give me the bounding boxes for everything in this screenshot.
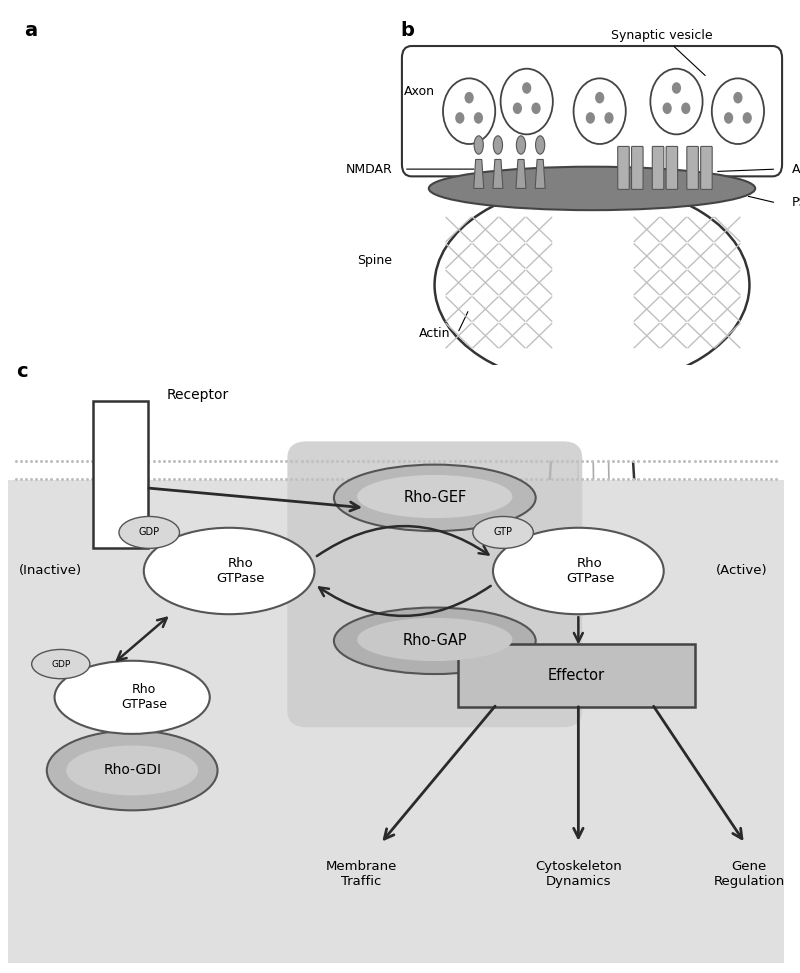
Text: AMPAR: AMPAR: [792, 162, 800, 175]
Circle shape: [681, 102, 690, 114]
Text: Rho-GDI: Rho-GDI: [103, 764, 161, 777]
Text: Dendrite: Dendrite: [458, 540, 512, 554]
Circle shape: [586, 112, 595, 124]
Text: GDP: GDP: [51, 660, 70, 668]
Circle shape: [595, 91, 604, 103]
Circle shape: [734, 91, 742, 103]
Circle shape: [742, 112, 752, 124]
FancyBboxPatch shape: [618, 146, 630, 190]
Text: 5 μm: 5 μm: [52, 299, 84, 311]
Text: (Inactive): (Inactive): [19, 564, 82, 578]
Text: PSD: PSD: [792, 197, 800, 209]
Ellipse shape: [215, 119, 245, 148]
FancyBboxPatch shape: [666, 146, 678, 190]
Circle shape: [662, 102, 672, 114]
Ellipse shape: [535, 136, 545, 154]
Polygon shape: [24, 149, 376, 234]
Ellipse shape: [32, 649, 90, 679]
FancyBboxPatch shape: [652, 146, 664, 190]
Circle shape: [455, 112, 465, 124]
Ellipse shape: [434, 184, 750, 386]
Ellipse shape: [177, 114, 209, 147]
Polygon shape: [24, 159, 376, 225]
Text: Effector: Effector: [547, 667, 605, 683]
Ellipse shape: [66, 745, 198, 795]
Text: Thin: Thin: [31, 71, 58, 111]
Ellipse shape: [119, 517, 179, 549]
Text: Membrane
Traffic: Membrane Traffic: [326, 860, 397, 888]
Text: Actin: Actin: [419, 327, 450, 340]
Circle shape: [604, 112, 614, 124]
Ellipse shape: [138, 216, 156, 230]
Ellipse shape: [144, 527, 314, 614]
Ellipse shape: [295, 203, 316, 216]
Text: Stubby: Stubby: [260, 212, 304, 266]
Ellipse shape: [429, 166, 755, 210]
Text: Rho-GEF: Rho-GEF: [403, 490, 466, 505]
Text: Synaptic vesicle: Synaptic vesicle: [611, 29, 713, 76]
Circle shape: [574, 79, 626, 144]
Circle shape: [531, 102, 541, 114]
FancyBboxPatch shape: [8, 365, 784, 461]
Ellipse shape: [474, 136, 483, 154]
Text: Gene
Regulation: Gene Regulation: [714, 860, 785, 888]
Circle shape: [474, 112, 483, 124]
Ellipse shape: [241, 131, 265, 155]
Polygon shape: [24, 135, 376, 247]
Ellipse shape: [210, 221, 225, 237]
Ellipse shape: [516, 136, 526, 154]
Ellipse shape: [358, 618, 513, 661]
Circle shape: [672, 82, 681, 93]
Circle shape: [443, 79, 495, 144]
FancyBboxPatch shape: [287, 442, 582, 727]
Polygon shape: [535, 160, 545, 189]
Ellipse shape: [334, 465, 536, 531]
Text: GDP: GDP: [138, 527, 160, 537]
Ellipse shape: [46, 99, 55, 115]
Text: Rho
GTPase: Rho GTPase: [121, 683, 167, 711]
Text: Rho
GTPase: Rho GTPase: [566, 557, 614, 585]
Ellipse shape: [473, 517, 534, 549]
Ellipse shape: [54, 661, 210, 734]
Circle shape: [712, 79, 764, 144]
FancyBboxPatch shape: [8, 480, 784, 963]
Ellipse shape: [111, 222, 127, 236]
Text: c: c: [16, 362, 28, 381]
Circle shape: [650, 69, 702, 134]
Ellipse shape: [334, 607, 536, 674]
Text: Axon: Axon: [404, 86, 435, 98]
Circle shape: [724, 112, 734, 124]
Circle shape: [513, 102, 522, 114]
Text: Receptor: Receptor: [167, 388, 230, 402]
Circle shape: [522, 82, 531, 93]
FancyBboxPatch shape: [631, 146, 643, 190]
Text: (Active): (Active): [715, 564, 767, 578]
FancyBboxPatch shape: [687, 146, 698, 190]
Polygon shape: [24, 168, 376, 214]
Text: GTP: GTP: [494, 527, 513, 537]
Text: Rho-GAP: Rho-GAP: [402, 633, 467, 648]
Text: a: a: [24, 21, 37, 41]
Text: Cytoskeleton
Dynamics: Cytoskeleton Dynamics: [535, 860, 622, 888]
Text: Rho
GTPase: Rho GTPase: [217, 557, 265, 585]
Ellipse shape: [78, 216, 96, 230]
Polygon shape: [516, 160, 526, 189]
FancyBboxPatch shape: [402, 46, 782, 176]
FancyBboxPatch shape: [94, 402, 148, 548]
Circle shape: [465, 91, 474, 103]
FancyBboxPatch shape: [701, 146, 712, 190]
Text: Mushroom: Mushroom: [130, 57, 206, 118]
Circle shape: [501, 69, 553, 134]
Ellipse shape: [47, 731, 218, 811]
Text: b: b: [400, 21, 414, 41]
Text: Spine: Spine: [358, 254, 392, 268]
Polygon shape: [474, 160, 484, 189]
FancyBboxPatch shape: [458, 644, 694, 707]
Ellipse shape: [358, 475, 513, 519]
Ellipse shape: [494, 136, 502, 154]
Text: NMDAR: NMDAR: [346, 162, 392, 175]
Polygon shape: [493, 160, 503, 189]
Ellipse shape: [493, 527, 664, 614]
